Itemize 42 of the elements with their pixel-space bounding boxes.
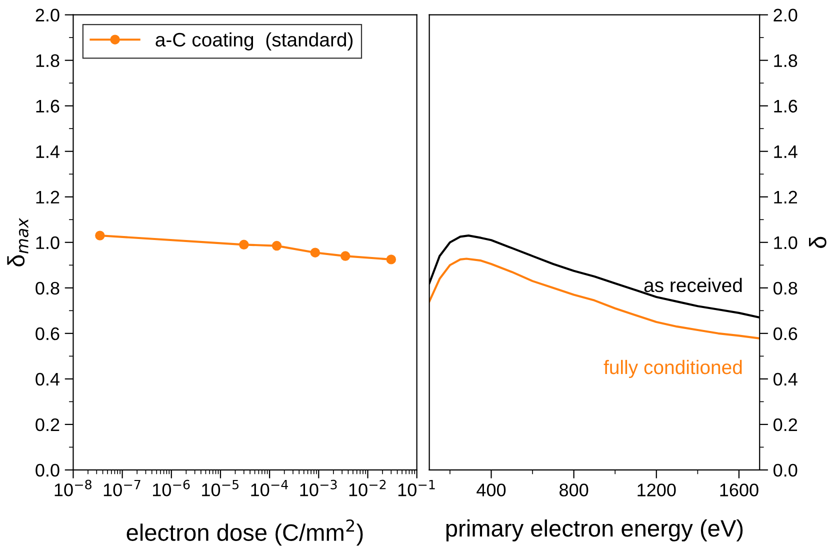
x-axis-title: electron dose (C/mm$^{2}$) — [126, 519, 363, 546]
y-tick-label: 0.0 — [36, 464, 60, 477]
y-tick-label: 0.4 — [36, 372, 60, 386]
y-tick-label: 1.0 — [36, 236, 60, 250]
y-tick-label: 0.8 — [36, 282, 60, 295]
y2-tick-label: 2.0 — [774, 8, 798, 22]
y2-tick-label: 1.8 — [774, 54, 798, 68]
series-label: fully conditioned — [604, 360, 742, 378]
y2-tick-label: 0.2 — [774, 418, 798, 432]
x-tick-label: 10$^{−6}$ — [153, 480, 190, 496]
x-tick-label: 10$^{−2}$ — [349, 480, 386, 496]
y2-tick-label: 1.0 — [774, 236, 798, 250]
y2-tick-label: 0.6 — [774, 327, 798, 340]
y2-axis-title: δ — [809, 236, 826, 248]
x-tick-label: 1200 — [638, 484, 676, 496]
line-series — [429, 258, 760, 340]
x-tick-label: 10$^{−8}$ — [54, 480, 92, 496]
series-label: as received — [644, 278, 742, 292]
x-tick-label: 400 — [476, 484, 506, 496]
y-tick-label: 2.0 — [36, 8, 60, 22]
legend-label: a-C coating (standard) — [156, 32, 353, 50]
x-tick-label: 10$^{−4}$ — [251, 480, 288, 496]
y-tick-label: 1.6 — [36, 100, 60, 113]
y2-tick-label: 1.2 — [774, 190, 798, 204]
y2-tick-label: 0.4 — [774, 372, 798, 386]
x-tick-label: 10$^{−5}$ — [202, 480, 238, 496]
y2-tick-label: 0.8 — [774, 282, 798, 295]
y2-tick-label: 1.4 — [774, 145, 798, 158]
x-tick-label: 10$^{−1}$ — [398, 480, 435, 496]
y-axis-title: δ$_{max}$ — [7, 218, 28, 266]
x-tick-label: 1600 — [720, 484, 758, 496]
x-tick-label: 10$^{−7}$ — [104, 480, 140, 496]
y-tick-label: 1.8 — [36, 54, 60, 68]
x-axis-title: primary electron energy (eV) — [446, 519, 743, 542]
x-tick-label: 800 — [560, 484, 588, 496]
x-tick-label: 10$^{−3}$ — [300, 480, 337, 496]
y2-tick-label: 0.0 — [774, 464, 798, 477]
y-tick-label: 0.6 — [36, 327, 60, 340]
y-tick-label: 1.4 — [36, 145, 60, 158]
y-tick-label: 1.2 — [36, 190, 60, 204]
y-tick-label: 0.2 — [36, 418, 60, 432]
y2-tick-label: 1.6 — [774, 100, 798, 113]
